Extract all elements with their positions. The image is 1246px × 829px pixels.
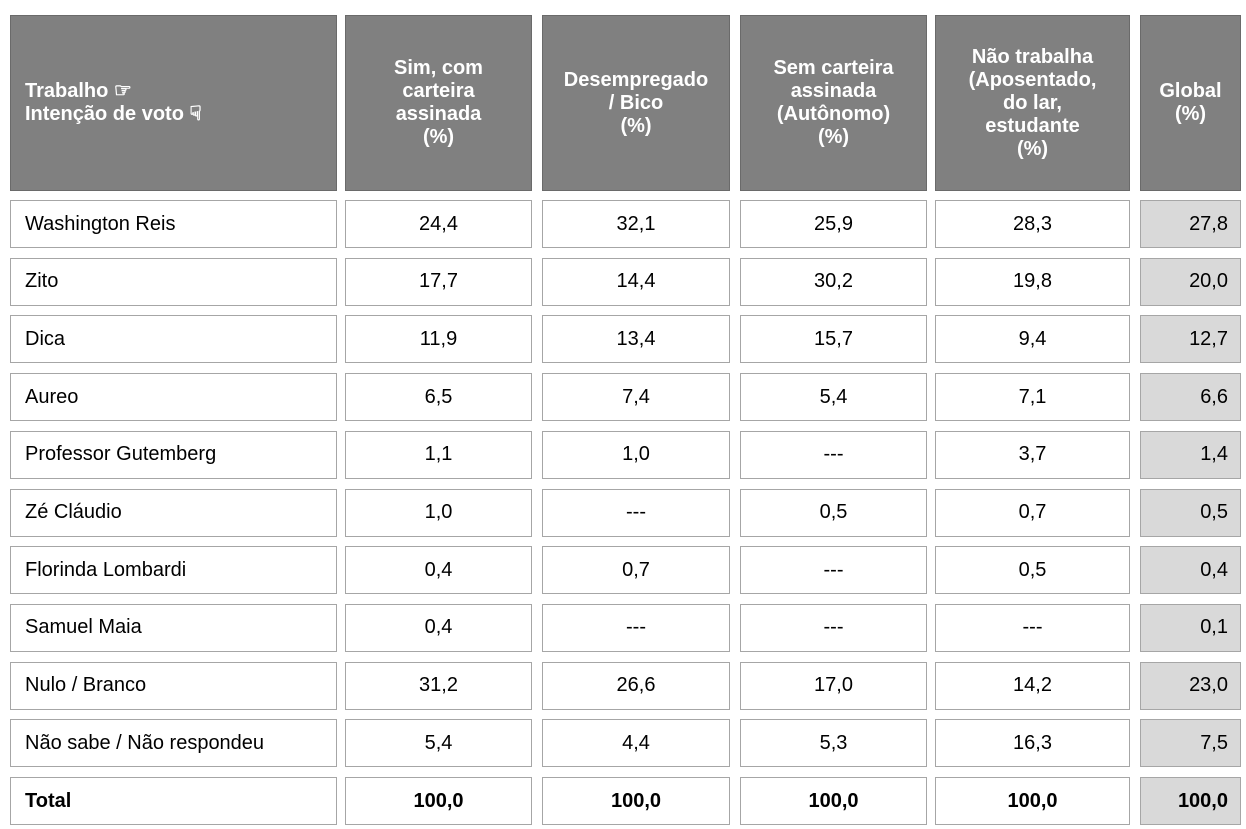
data-cell: 1,4	[1140, 430, 1241, 479]
data-cell: 32,1	[542, 200, 730, 248]
data-cell: 1,1	[345, 430, 532, 479]
data-cell: 23,0	[1140, 661, 1241, 710]
data-cell: 16,3	[935, 719, 1130, 768]
data-cell: 0,4	[1140, 546, 1241, 595]
row-label: Dica	[10, 315, 337, 364]
header-cell: Sim, com carteira assinada (%)	[345, 15, 532, 191]
row-label: Zito	[10, 257, 337, 306]
header-cell: Global (%)	[1140, 15, 1241, 191]
header-text: Não trabalha	[971, 45, 1094, 68]
data-cell: 24,4	[345, 200, 532, 248]
data-cell: ---	[935, 603, 1130, 652]
row-label: Samuel Maia	[10, 603, 337, 652]
data-cell: 7,1	[935, 373, 1130, 422]
data-cell: 28,3	[935, 200, 1130, 248]
data-cell: 100,0	[345, 777, 532, 825]
header-text: / Bico	[608, 91, 664, 114]
header-text: Sim, com	[394, 57, 483, 79]
data-cell: 30,2	[740, 257, 927, 306]
header-text: (%)	[1174, 103, 1207, 125]
data-cell: 0,1	[1140, 603, 1241, 652]
header-text: (Aposentado,	[968, 68, 1097, 91]
data-cell: ---	[740, 430, 927, 479]
data-cell: ---	[542, 488, 730, 537]
data-cell: 5,4	[740, 373, 927, 422]
header-text: Intenção de voto ☟	[25, 103, 202, 125]
data-cell: 14,4	[542, 257, 730, 306]
data-cell: 26,6	[542, 661, 730, 710]
header-text: (%)	[1016, 137, 1049, 160]
data-cell: 4,4	[542, 719, 730, 768]
header-text: (%)	[620, 114, 652, 137]
row-label: Zé Cláudio	[10, 488, 337, 537]
row-label: Não sabe / Não respondeu	[10, 719, 337, 768]
data-cell: 17,7	[345, 257, 532, 306]
data-cell: 100,0	[935, 777, 1130, 825]
row-label: Florinda Lombardi	[10, 546, 337, 595]
data-cell: 0,7	[542, 546, 730, 595]
data-cell: 100,0	[542, 777, 730, 825]
data-cell: 0,4	[345, 546, 532, 595]
data-cell: 13,4	[542, 315, 730, 364]
row-label: Aureo	[10, 373, 337, 422]
data-cell: 1,0	[345, 488, 532, 537]
header-text: (Autônomo)	[776, 103, 891, 125]
data-cell: 20,0	[1140, 257, 1241, 306]
row-label: Nulo / Branco	[10, 661, 337, 710]
data-cell: 12,7	[1140, 315, 1241, 364]
data-cell: ---	[740, 603, 927, 652]
data-cell: 19,8	[935, 257, 1130, 306]
data-cell: 5,3	[740, 719, 927, 768]
data-cell: ---	[740, 546, 927, 595]
data-cell: 0,5	[1140, 488, 1241, 537]
header-text: (%)	[422, 126, 455, 148]
data-cell: 100,0	[740, 777, 927, 825]
data-cell: 6,5	[345, 373, 532, 422]
row-label: Professor Gutemberg	[10, 430, 337, 479]
data-cell: 7,4	[542, 373, 730, 422]
header-text: estudante	[985, 114, 1080, 137]
header-text: assinada	[395, 103, 482, 125]
data-cell: 14,2	[935, 661, 1130, 710]
data-cell: 0,5	[740, 488, 927, 537]
header-cell: Desempregado / Bico (%)	[542, 15, 730, 191]
data-cell: 15,7	[740, 315, 927, 364]
data-cell: 0,7	[935, 488, 1130, 537]
header-text: Global	[1159, 80, 1222, 102]
data-cell: 27,8	[1140, 200, 1241, 248]
row-label: Washington Reis	[10, 200, 337, 248]
header-cell: Sem carteira assinada (Autônomo) (%)	[740, 15, 927, 191]
data-cell: 7,5	[1140, 719, 1241, 768]
header-cell: Não trabalha (Aposentado, do lar, estudante…	[935, 15, 1130, 191]
data-cell: 9,4	[935, 315, 1130, 364]
header-cell: Trabalho ☞ Intenção de voto ☟	[10, 15, 337, 191]
data-cell: 6,6	[1140, 373, 1241, 422]
data-cell: 3,7	[935, 430, 1130, 479]
data-cell: 31,2	[345, 661, 532, 710]
data-cell: 0,5	[935, 546, 1130, 595]
data-cell: ---	[542, 603, 730, 652]
header-text: Sem carteira	[773, 57, 894, 79]
data-cell: 5,4	[345, 719, 532, 768]
row-label: Total	[10, 777, 337, 825]
data-cell: 25,9	[740, 200, 927, 248]
header-text: do lar,	[1003, 91, 1062, 114]
data-cell: 0,4	[345, 603, 532, 652]
header-text: Trabalho ☞	[25, 80, 132, 102]
data-cell: 100,0	[1140, 777, 1241, 825]
header-text: assinada	[790, 80, 877, 102]
data-cell: 17,0	[740, 661, 927, 710]
header-text: (%)	[817, 126, 850, 148]
data-cell: 11,9	[345, 315, 532, 364]
header-text: Desempregado	[563, 68, 709, 91]
data-cell: 1,0	[542, 430, 730, 479]
header-text: carteira	[402, 80, 475, 102]
